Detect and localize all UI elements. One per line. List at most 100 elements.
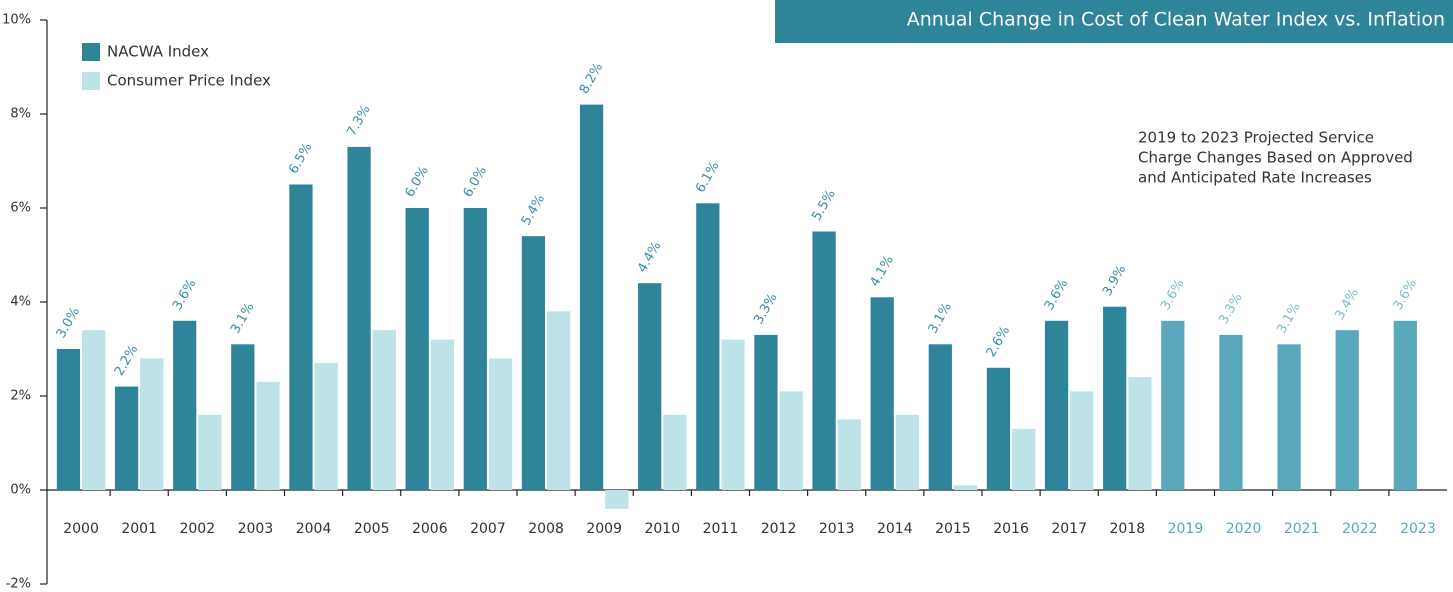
bar [521, 236, 546, 490]
bar [173, 320, 197, 490]
bar [779, 391, 803, 490]
value-label: 3.1% [228, 300, 258, 336]
bar [696, 203, 720, 491]
bar [721, 339, 745, 490]
bar [953, 485, 978, 490]
bar [1161, 320, 1185, 490]
bar [754, 334, 778, 490]
legend-label: Consumer Price Index [107, 72, 271, 90]
bar [1070, 391, 1094, 490]
y-tick-label: 10% [2, 13, 31, 28]
bar [114, 386, 139, 490]
bar [140, 358, 164, 490]
bar [231, 344, 255, 490]
legend-swatch [82, 72, 100, 90]
value-label: 3.1% [1274, 300, 1304, 336]
bar [430, 339, 455, 490]
value-label: 6.0% [402, 164, 432, 200]
bar [547, 311, 571, 490]
bar [463, 208, 487, 490]
bar [347, 146, 371, 490]
bar [837, 419, 861, 490]
x-tick-label: 2023 [1400, 521, 1436, 537]
value-label: 3.4% [1332, 286, 1362, 322]
x-tick-label: 2009 [586, 521, 622, 537]
x-tick-label: 2018 [1109, 521, 1145, 537]
y-tick-label: 2% [10, 389, 31, 404]
bar [405, 208, 429, 490]
bar [1393, 320, 1417, 490]
x-tick-label: 2013 [819, 521, 855, 537]
x-tick-label: 2006 [412, 521, 448, 537]
bar [1277, 344, 1301, 490]
value-label: 4.4% [635, 239, 665, 275]
value-label: 6.5% [286, 140, 316, 176]
value-label: 2.2% [112, 343, 142, 379]
bar [1335, 330, 1359, 490]
value-label: 3.6% [170, 277, 200, 313]
bar [928, 344, 952, 490]
bar [82, 330, 106, 490]
bar [638, 283, 662, 490]
value-label: 6.0% [461, 164, 491, 200]
x-tick-label: 2014 [877, 521, 913, 537]
value-label: 3.6% [1391, 277, 1421, 313]
x-tick-label: 2010 [644, 521, 680, 537]
y-tick-label: 6% [10, 201, 31, 216]
bar [56, 349, 81, 490]
value-label: 2.6% [984, 324, 1014, 360]
bar [198, 414, 222, 490]
value-label: 3.6% [1158, 277, 1188, 313]
x-tick-label: 2007 [470, 521, 506, 537]
bar [1044, 320, 1069, 490]
bar [870, 297, 894, 490]
y-tick-label: 0% [10, 483, 31, 498]
x-tick-label: 2004 [296, 521, 332, 537]
bar [1103, 306, 1127, 490]
y-tick-label: -2% [6, 577, 31, 592]
value-label: 4.1% [867, 253, 897, 289]
bar [812, 231, 836, 490]
x-tick-label: 2008 [528, 521, 564, 537]
bar [1012, 428, 1036, 490]
bar [895, 414, 920, 490]
value-label: 8.2% [577, 61, 607, 97]
x-tick-label: 2019 [1168, 521, 1204, 537]
value-label: 5.5% [809, 187, 839, 223]
x-tick-label: 2016 [993, 521, 1029, 537]
bar [372, 330, 396, 490]
bar [1219, 334, 1243, 490]
bar [314, 363, 338, 490]
x-tick-label: 2017 [1051, 521, 1087, 537]
value-label: 3.0% [54, 305, 84, 341]
x-tick-label: 2012 [761, 521, 797, 537]
bar [605, 490, 629, 509]
value-label: 7.3% [344, 103, 374, 139]
x-tick-label: 2001 [121, 521, 157, 537]
bar [579, 104, 604, 490]
x-tick-label: 2021 [1284, 521, 1320, 537]
value-label: 5.4% [519, 192, 549, 228]
annotation: and Anticipated Rate Increases [1138, 169, 1372, 187]
x-tick-label: 2002 [179, 521, 215, 537]
y-tick-label: 4% [10, 295, 31, 310]
bar [663, 414, 687, 490]
x-tick-label: 2003 [238, 521, 274, 537]
annotation: 2019 to 2023 Projected Service [1138, 129, 1374, 147]
annotation: Charge Changes Based on Approved [1138, 149, 1413, 167]
value-label: 3.1% [926, 300, 956, 336]
bar [1128, 377, 1152, 490]
legend-swatch [82, 43, 100, 61]
value-label: 3.3% [751, 291, 781, 327]
value-label: 3.9% [1100, 263, 1130, 299]
x-tick-label: 2015 [935, 521, 971, 537]
bar [289, 184, 313, 490]
x-tick-label: 2000 [63, 521, 99, 537]
x-tick-label: 2022 [1342, 521, 1378, 537]
bar [986, 367, 1011, 490]
bar [488, 358, 513, 490]
x-tick-label: 2011 [703, 521, 739, 537]
bar [256, 381, 280, 490]
y-tick-label: 8% [10, 107, 31, 122]
